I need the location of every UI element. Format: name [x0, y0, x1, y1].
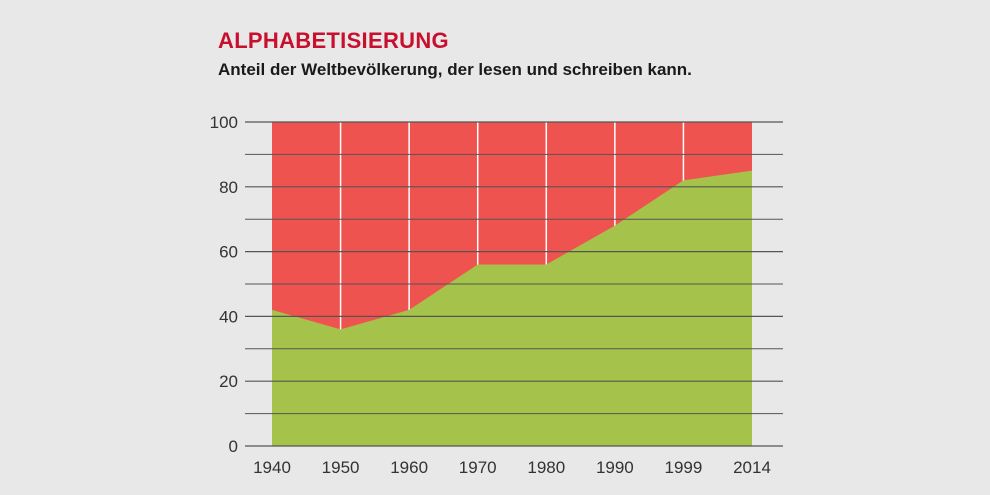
literate-area	[272, 170, 752, 446]
x-tick-label: 1980	[527, 458, 565, 477]
x-tick-label: 1990	[596, 458, 634, 477]
y-tick-label: 0	[229, 437, 238, 456]
x-axis: 1940 1950 1960 1970 1980 1990 1999 2014	[253, 458, 771, 477]
y-tick-label: 40	[219, 307, 238, 326]
x-tick-label: 2014	[733, 458, 771, 477]
x-tick-label: 1999	[665, 458, 703, 477]
chart-subtitle: Anteil der Weltbevölkerung, der lesen un…	[218, 60, 692, 79]
x-tick-label: 1940	[253, 458, 291, 477]
y-tick-label: 100	[210, 113, 238, 132]
x-tick-label: 1950	[322, 458, 360, 477]
chart-title: ALPHABETISIERUNG	[218, 28, 449, 53]
y-tick-label: 80	[219, 178, 238, 197]
y-tick-label: 60	[219, 243, 238, 262]
y-axis: 0 20 40 60 80 100	[210, 113, 783, 456]
x-tick-label: 1970	[459, 458, 497, 477]
x-tick-label: 1960	[390, 458, 428, 477]
y-tick-label: 20	[219, 372, 238, 391]
